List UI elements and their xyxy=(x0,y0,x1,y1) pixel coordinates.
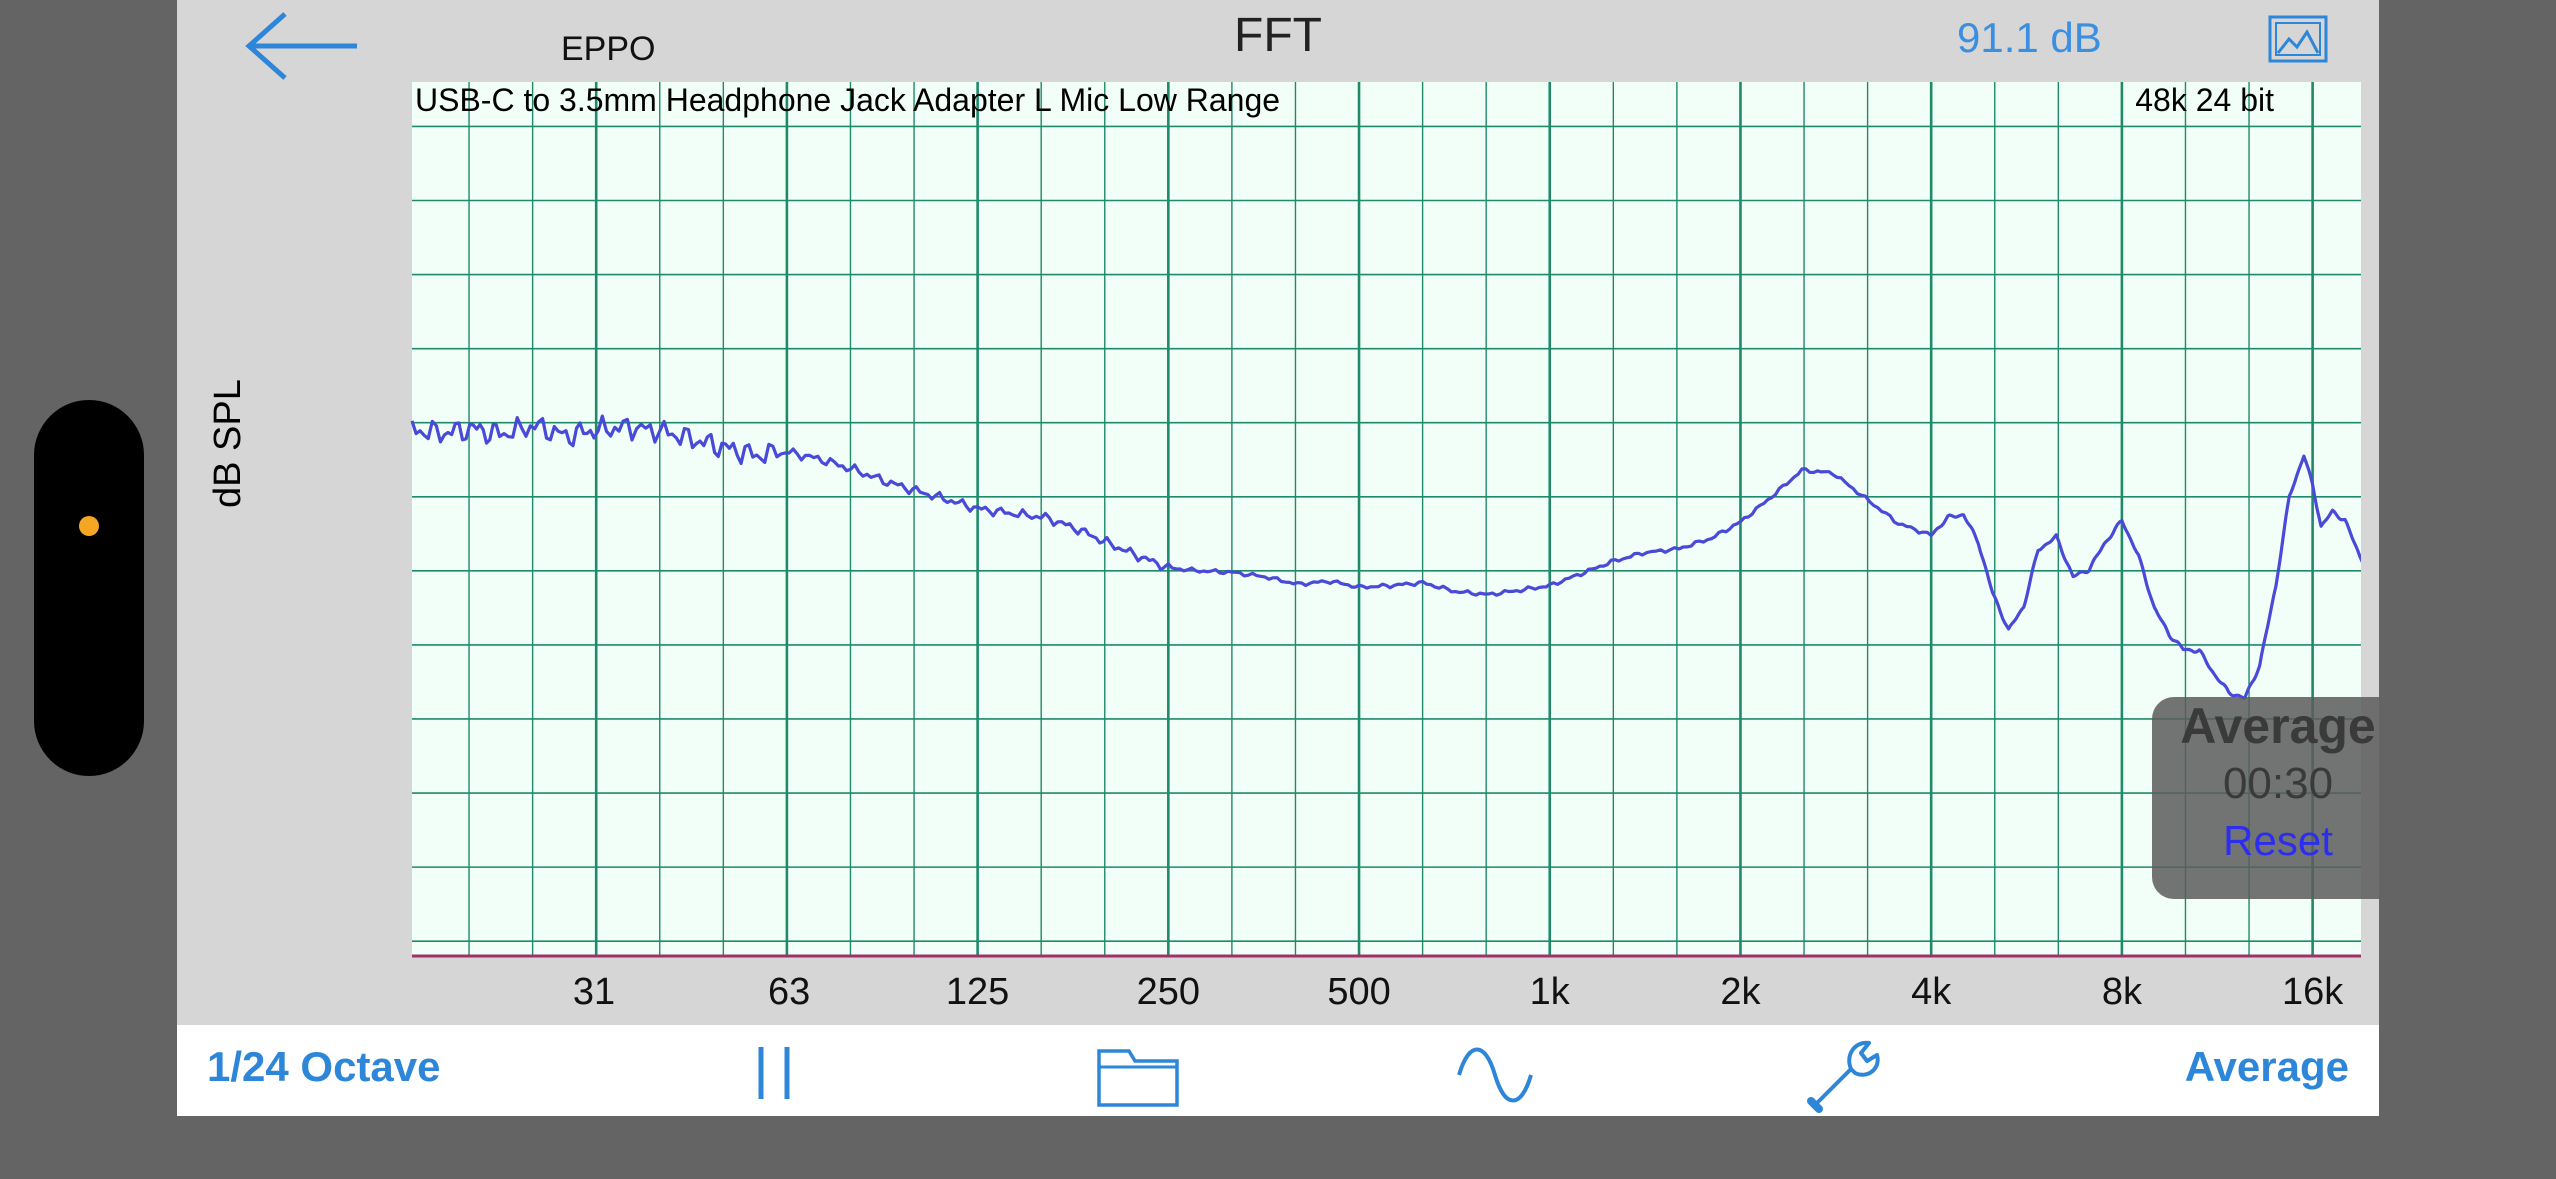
page-title: FFT xyxy=(1234,9,1322,62)
folder-icon xyxy=(1097,1049,1179,1107)
frequency-response-line xyxy=(410,414,2361,700)
level-readout: 91.1 dB xyxy=(1957,14,2102,61)
picture-icon xyxy=(2268,15,2328,63)
x-tick-label: 16k xyxy=(2282,971,2344,1013)
bottom-toolbar: 1/24 Octave Average xyxy=(177,1025,2379,1116)
x-tick-label: 2k xyxy=(1720,971,1761,1013)
x-tick-label: 31 xyxy=(573,971,615,1013)
x-tick-label: 1k xyxy=(1530,971,1571,1013)
side-handle[interactable] xyxy=(34,400,144,776)
app-window: EPPO FFT 91.1 dB 31 63 125 250 500 1k 2k 4k 8k 16… xyxy=(177,0,2379,1116)
average-elapsed: 00:30 xyxy=(2222,759,2334,808)
x-tick-label: 125 xyxy=(946,971,1009,1013)
folder-button[interactable] xyxy=(1095,1039,1181,1114)
average-overlay: Average 00:30 Reset xyxy=(2152,697,2379,899)
device-name: EPPO xyxy=(561,30,656,68)
pause-button[interactable] xyxy=(749,1043,799,1108)
fft-plot[interactable]: 31631252505001k2k4k8k16k405060708090 USB… xyxy=(207,78,2361,1025)
indicator-dot xyxy=(79,516,99,536)
top-bar: EPPO FFT 91.1 dB xyxy=(177,0,2379,80)
reset-button[interactable]: Reset xyxy=(2223,817,2333,864)
x-tick-label: 4k xyxy=(1911,971,1952,1013)
pause-icon xyxy=(758,1047,790,1099)
fft-chart: 31631252505001k2k4k8k16k405060708090 xyxy=(410,82,2361,1013)
x-tick-label: 500 xyxy=(1327,971,1390,1013)
back-button[interactable] xyxy=(235,6,365,86)
image-button[interactable] xyxy=(2267,14,2329,64)
format-label: 48k 24 bit xyxy=(2135,82,2274,118)
x-tick-label: 8k xyxy=(2102,971,2143,1013)
back-arrow-icon xyxy=(245,12,357,80)
chart-title: USB-C to 3.5mm Headphone Jack Adapter L … xyxy=(415,82,1281,118)
resolution-button[interactable]: 1/24 Octave xyxy=(207,1043,441,1090)
wrench-icon xyxy=(1807,1040,1880,1113)
y-axis-label: dB SPL xyxy=(207,379,249,508)
average-button[interactable]: Average xyxy=(2184,1043,2349,1090)
x-tick-label: 250 xyxy=(1137,971,1200,1013)
signal-generator-button[interactable] xyxy=(1455,1045,1535,1110)
plot-area xyxy=(412,82,2361,956)
sine-wave-icon xyxy=(1457,1047,1533,1103)
x-tick-label: 63 xyxy=(768,971,810,1013)
average-title: Average xyxy=(2180,698,2376,754)
settings-button[interactable] xyxy=(1807,1037,1891,1116)
